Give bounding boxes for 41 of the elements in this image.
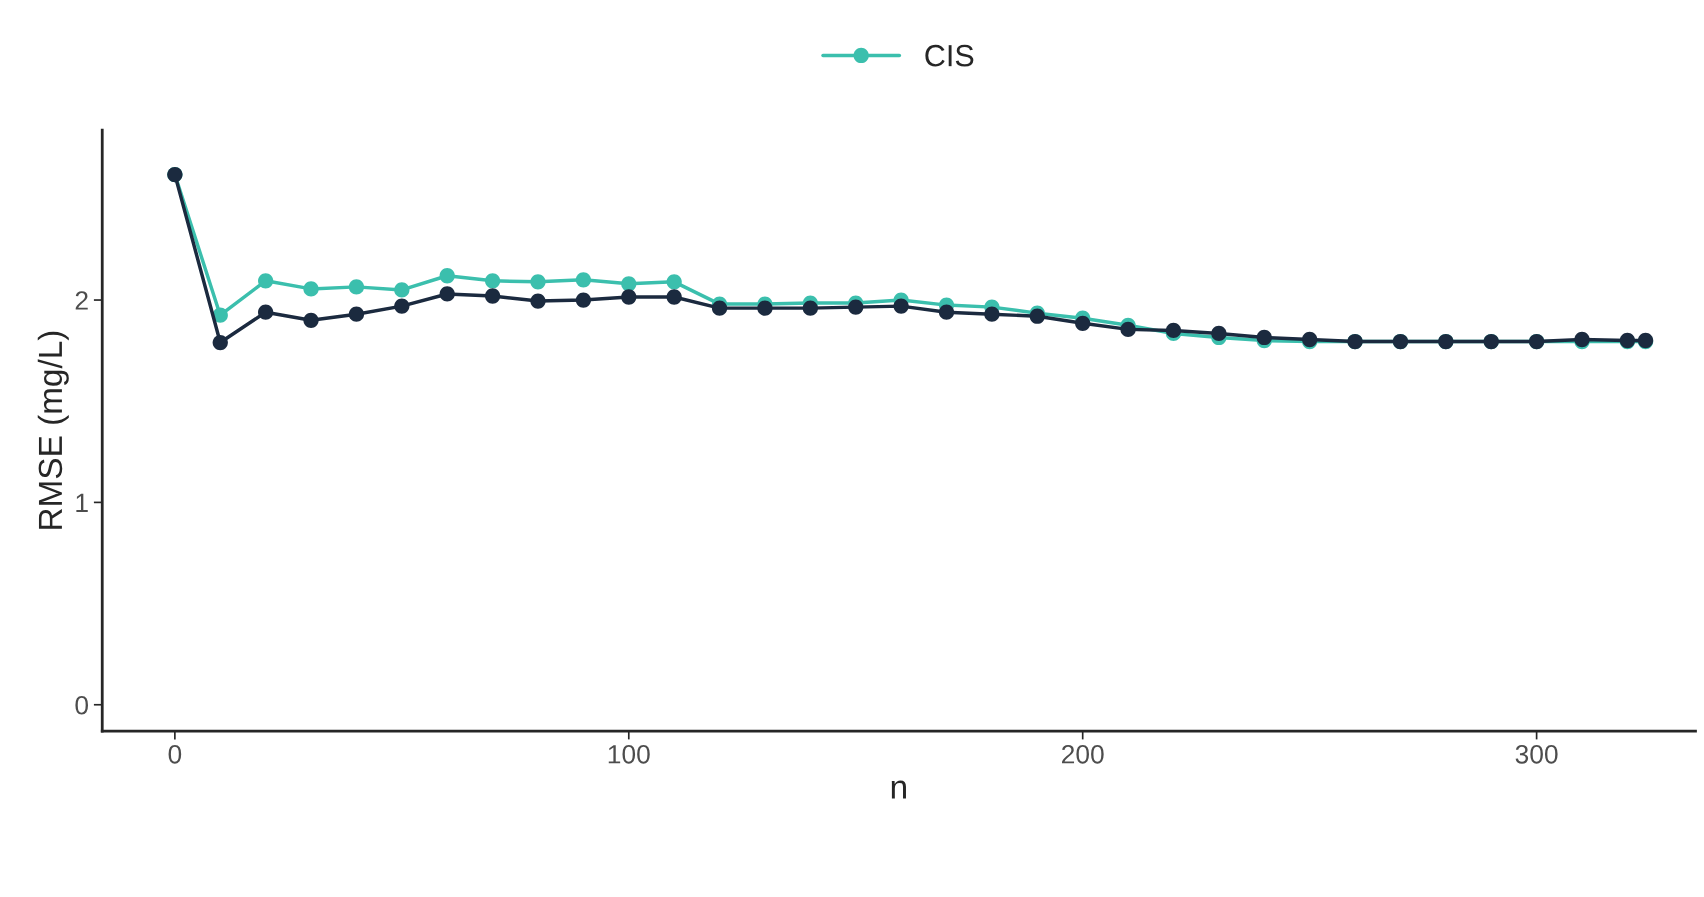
y-tick-label: 1: [76, 493, 88, 512]
point: [484, 273, 501, 289]
point: [258, 273, 274, 289]
point: [802, 300, 818, 316]
point: [666, 289, 682, 305]
point: [439, 268, 455, 284]
x-axis-title: n: [891, 780, 906, 799]
point: [666, 274, 682, 290]
point: [530, 274, 546, 290]
point: [303, 312, 319, 328]
x-tick-label: 0: [168, 744, 182, 764]
y-axis-title: RMSE (mg/L): [37, 331, 69, 529]
point: [258, 304, 274, 320]
y-tick-label: 2: [75, 291, 88, 310]
point: [575, 272, 592, 288]
point: [394, 298, 410, 314]
point: [348, 306, 365, 322]
point: [757, 300, 773, 316]
point: [484, 288, 501, 304]
point: [621, 276, 637, 292]
point: [848, 299, 864, 315]
point: [348, 279, 365, 295]
legend-label: CIS: [925, 44, 974, 67]
point: [984, 306, 1000, 322]
point: [621, 289, 637, 305]
y-tick-label: 0: [75, 695, 89, 715]
point: [1120, 321, 1136, 338]
point: [575, 292, 592, 308]
point: [711, 300, 728, 316]
x-tick-label: 200: [1062, 744, 1104, 764]
point: [394, 282, 410, 298]
point: [893, 298, 909, 314]
point: [303, 281, 319, 297]
point: [1211, 325, 1227, 342]
x-tick-label: 100: [608, 744, 650, 764]
point: [439, 286, 455, 302]
point: [1075, 315, 1091, 331]
point: [530, 293, 546, 309]
point: [212, 334, 228, 351]
point: [938, 304, 955, 320]
x-tick-label: 300: [1515, 744, 1558, 764]
